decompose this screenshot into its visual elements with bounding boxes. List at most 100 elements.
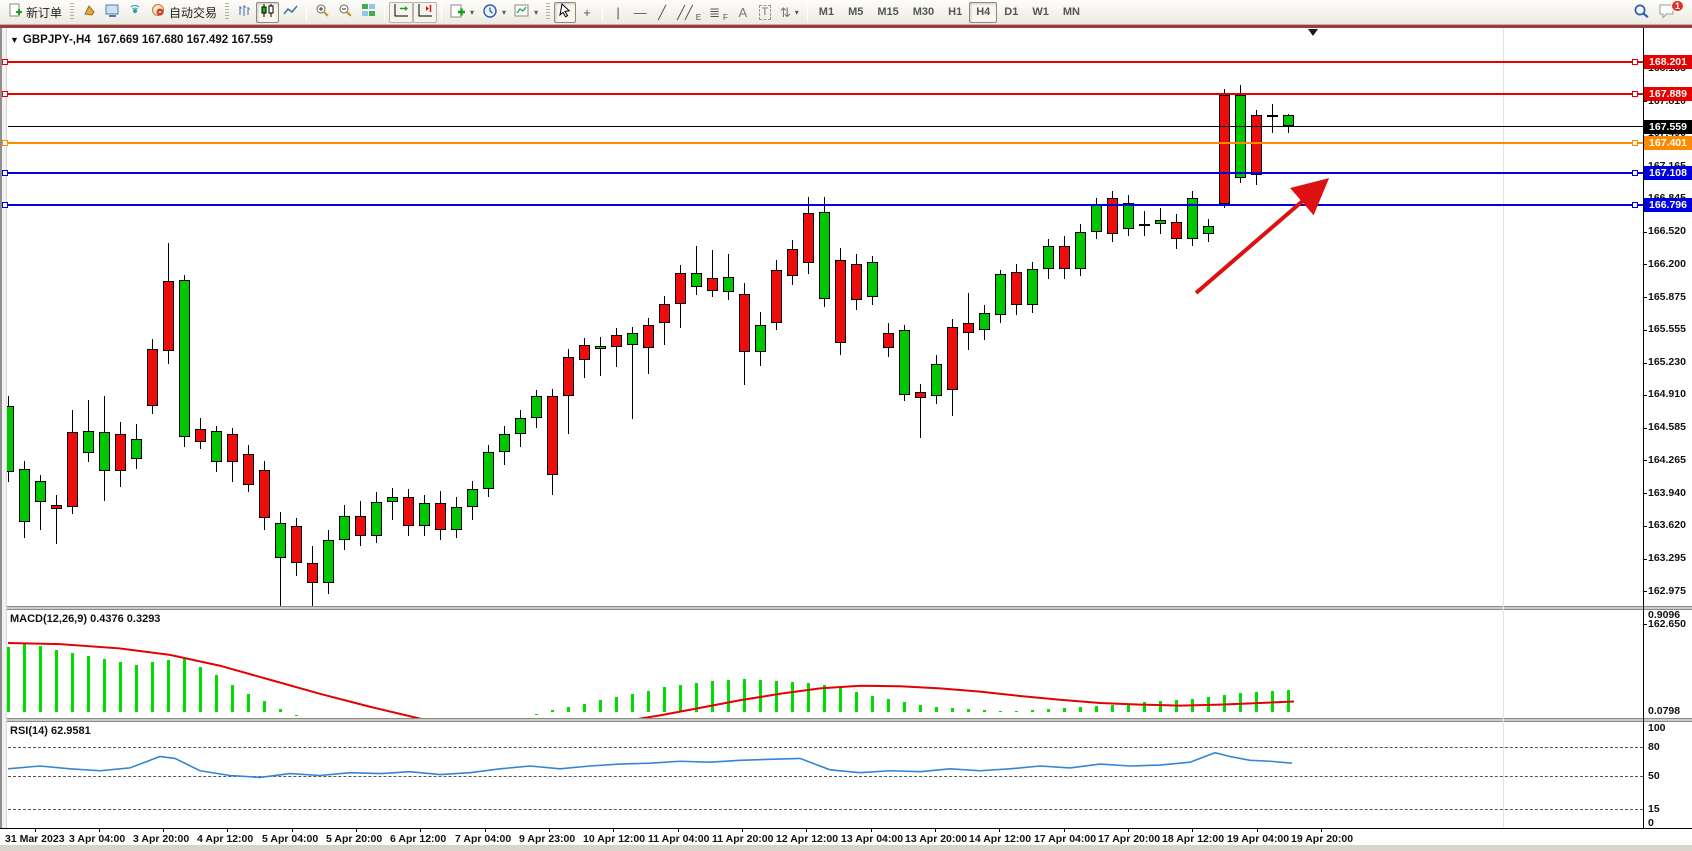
bar-chart-button[interactable]: [233, 2, 256, 23]
line-anchor[interactable]: [1632, 140, 1638, 147]
candle-body: [659, 303, 670, 323]
candle-body: [227, 434, 238, 462]
candle-body: [499, 434, 510, 452]
search-button[interactable]: [1629, 2, 1654, 23]
gold-chart-button[interactable]: [78, 2, 101, 23]
candlestick-chart-button[interactable]: [256, 1, 280, 23]
arrows-button[interactable]: ⇅ ▾: [776, 2, 803, 23]
candle: [1043, 238, 1054, 280]
text-button[interactable]: A: [732, 2, 754, 23]
chart-title: ▼ GBPJPY-,H4 167.669 167.680 167.492 167.…: [10, 34, 273, 46]
time-tick-mark: [1128, 829, 1129, 832]
price-tick-label: 162.975: [1648, 584, 1686, 597]
line-anchor[interactable]: [2, 140, 8, 147]
macd-histogram-bar: [23, 644, 26, 712]
panel-separator[interactable]: [0, 718, 1692, 722]
candle-body: [963, 322, 974, 334]
auto-scroll-button[interactable]: [389, 1, 414, 23]
time-axis[interactable]: 31 Mar 2023 3 Apr 04:00 3 Apr 20:00 4 Apr 1…: [0, 828, 1692, 845]
cursor-button[interactable]: [554, 1, 577, 23]
macd-histogram-bar: [727, 679, 730, 712]
line-anchor[interactable]: [1632, 90, 1638, 97]
line-anchor[interactable]: [1632, 59, 1638, 66]
fibonacci-button[interactable]: ≣ F: [705, 2, 732, 23]
timeframe-m15-button[interactable]: M15: [877, 6, 899, 18]
line-anchor[interactable]: [1632, 201, 1638, 208]
line-anchor[interactable]: [2, 59, 8, 66]
timeframe-m5-button[interactable]: M5: [848, 6, 864, 18]
vline-button[interactable]: |: [607, 2, 629, 23]
trendline-button[interactable]: ╱: [651, 2, 673, 23]
signal-icon: [128, 3, 143, 21]
timeframe-h4-button[interactable]: H4: [969, 1, 998, 23]
signals-button[interactable]: [124, 2, 147, 23]
candle-body: [291, 525, 302, 564]
candle-body: [1107, 198, 1118, 234]
timeframe-m30-button[interactable]: M30: [912, 6, 935, 18]
label-button[interactable]: T: [754, 2, 776, 23]
macd-histogram-bar: [7, 647, 10, 712]
channel-button[interactable]: ╱╱ E: [673, 2, 705, 23]
timeframe-mn-button[interactable]: MN: [1062, 6, 1080, 18]
indicators-button[interactable]: ▾: [446, 2, 478, 23]
timeframe-d1-button[interactable]: D1: [1004, 6, 1019, 18]
time-axis-label: 17 Apr 20:00: [1098, 833, 1161, 845]
candle-body: [1155, 219, 1166, 224]
periods-button[interactable]: ▾: [478, 2, 510, 23]
zoom-out-button[interactable]: [334, 2, 357, 23]
notifications-button[interactable]: 1: [1654, 0, 1684, 23]
candle: [1091, 198, 1102, 239]
rsi-scale-label: 100: [1648, 722, 1666, 734]
line-anchor[interactable]: [2, 170, 8, 177]
candle-body: [67, 432, 78, 508]
horizontal-level-line[interactable]: [8, 142, 1643, 145]
client-terminal-button[interactable]: [101, 2, 124, 23]
line-anchor[interactable]: [1632, 170, 1638, 177]
candle: [627, 327, 638, 420]
candle-wick: [712, 249, 713, 297]
candle: [691, 245, 702, 295]
chart-shift-button[interactable]: [413, 1, 438, 23]
timeframe-h1-button[interactable]: H1: [948, 6, 963, 18]
templates-button[interactable]: ▾: [510, 2, 542, 23]
horizontal-level-line[interactable]: [8, 92, 1643, 95]
candle-body: [275, 522, 286, 559]
candle-body: [579, 345, 590, 361]
horizontal-level-line[interactable]: [8, 61, 1643, 64]
autotrading-button[interactable]: 自动交易: [147, 2, 221, 23]
candle-body: [435, 503, 446, 530]
macd-histogram-bar: [295, 715, 298, 717]
candle-body: [483, 451, 494, 490]
time-tick-mark: [806, 829, 807, 832]
line-anchor[interactable]: [2, 90, 8, 97]
macd-histogram-bar: [1063, 707, 1066, 712]
timeframe-m1-button[interactable]: M1: [818, 6, 835, 18]
chart-shift-marker-icon[interactable]: [1308, 29, 1318, 36]
line-anchor[interactable]: [2, 201, 8, 208]
hline-button[interactable]: —: [629, 2, 651, 23]
timeframe-w1-button[interactable]: W1: [1032, 6, 1049, 18]
tile-windows-button[interactable]: [357, 2, 380, 23]
crosshair-button[interactable]: +: [576, 2, 598, 23]
new-order-button[interactable]: 新订单: [4, 2, 66, 23]
cone-icon: [82, 3, 97, 21]
horizontal-level-line[interactable]: [8, 172, 1643, 175]
time-tick-mark: [613, 829, 614, 832]
macd-histogram-bar: [615, 697, 618, 712]
price-tick-mark: [1643, 525, 1647, 527]
candle: [611, 328, 622, 367]
candle: [787, 239, 798, 286]
time-tick-mark: [163, 829, 164, 832]
candle: [483, 444, 494, 498]
price-tick-label: 163.620: [1648, 519, 1686, 532]
candle-body: [83, 431, 94, 453]
zoom-in-button[interactable]: [311, 2, 334, 23]
panel-separator[interactable]: [0, 606, 1692, 610]
clock-icon: [482, 3, 498, 22]
time-axis-label: 4 Apr 12:00: [197, 833, 254, 845]
candle-body: [547, 395, 558, 475]
line-chart-button[interactable]: [279, 2, 302, 23]
candle: [1027, 262, 1038, 313]
horizontal-level-line[interactable]: [8, 203, 1643, 206]
candle-body: [1283, 115, 1294, 127]
